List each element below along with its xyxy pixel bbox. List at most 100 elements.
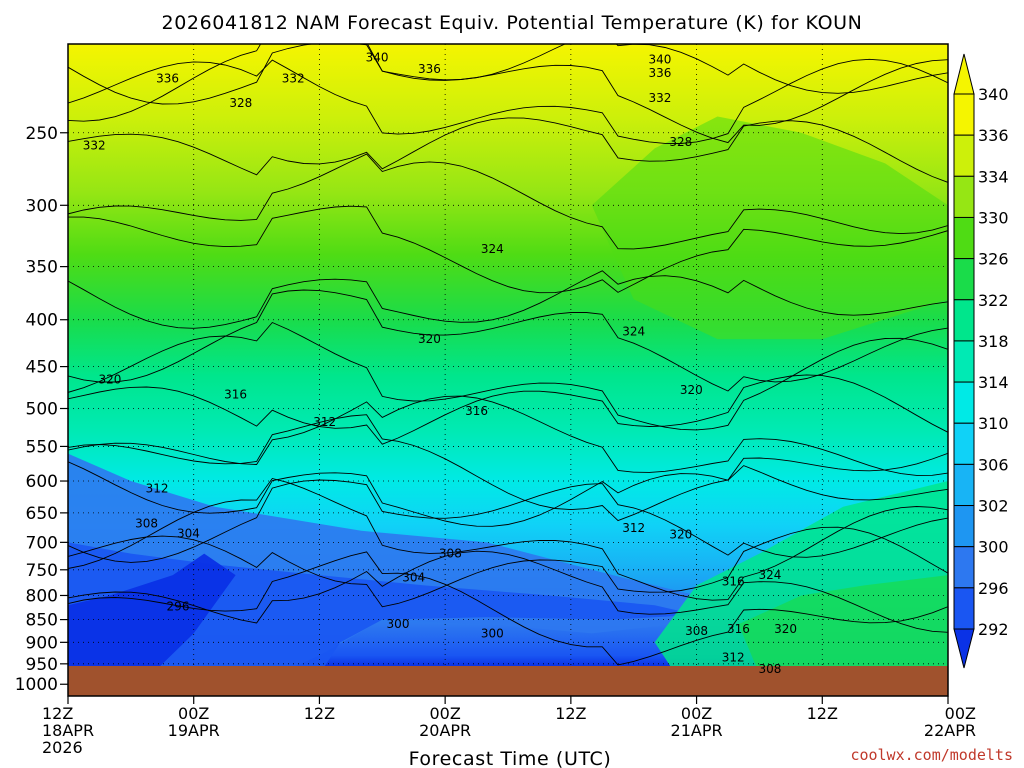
y-tick-label: 1000 bbox=[15, 675, 58, 695]
contour-label: 316 bbox=[722, 574, 745, 588]
x-axis-label: Forecast Time (UTC) bbox=[409, 748, 612, 768]
x-tick-label: 20APR bbox=[419, 721, 471, 740]
colorbar-label: 296 bbox=[978, 579, 1009, 598]
colorbar-label: 292 bbox=[978, 620, 1009, 639]
contour-line bbox=[68, 550, 948, 633]
contour-label: 308 bbox=[135, 517, 158, 531]
y-tick-label: 700 bbox=[26, 533, 58, 553]
colorbar-label: 310 bbox=[978, 414, 1009, 433]
colorbar-extend-high bbox=[953, 53, 975, 95]
contour-line bbox=[68, 153, 948, 250]
plot-frame bbox=[67, 43, 949, 697]
colorbar-swatch bbox=[953, 134, 975, 177]
y-tick-label: 900 bbox=[26, 633, 58, 653]
contour-line bbox=[68, 479, 948, 563]
colorbar-swatch bbox=[953, 216, 975, 260]
colorbar: 340 336 334 330 326 322 318 314 310 306 302 300 296 2… bbox=[953, 53, 1009, 669]
contour-line bbox=[68, 526, 948, 608]
y-tick-label: 950 bbox=[26, 655, 58, 675]
colorbar-swatch bbox=[953, 546, 975, 589]
contour-label: 324 bbox=[481, 242, 504, 256]
y-tick-label: 550 bbox=[26, 437, 58, 457]
x-tick-label: 00Z bbox=[429, 704, 460, 723]
colorbar-label: 336 bbox=[978, 126, 1009, 145]
contour-label: 336 bbox=[418, 62, 441, 76]
y-tick-label: 600 bbox=[26, 472, 58, 492]
colorbar-swatch bbox=[953, 175, 975, 218]
contour-label: 320 bbox=[774, 622, 797, 636]
contour-line bbox=[68, 58, 948, 144]
colorbar-swatch bbox=[953, 422, 975, 465]
colorbar-label: 326 bbox=[978, 250, 1009, 269]
coldest-core bbox=[68, 553, 236, 666]
contour-label: 332 bbox=[282, 71, 305, 85]
contour-label: 340 bbox=[366, 51, 389, 65]
contour-line bbox=[68, 551, 948, 666]
contour-line bbox=[68, 461, 948, 527]
colorbar-label: 334 bbox=[978, 167, 1009, 186]
colorbar-label: 300 bbox=[978, 538, 1009, 557]
x-tick-label: 21APR bbox=[671, 721, 723, 740]
x-tick-label: 00Z bbox=[178, 704, 209, 723]
contour-label: 304 bbox=[177, 527, 200, 541]
colorbar-swatch bbox=[953, 93, 975, 136]
x-tick-label: 18APR bbox=[42, 721, 94, 740]
contour-line bbox=[68, 270, 948, 329]
colorbar-label: 314 bbox=[978, 373, 1009, 392]
contour-label: 304 bbox=[402, 571, 425, 585]
y-tick-label: 400 bbox=[26, 311, 58, 331]
chart-title: 2026041812 NAM Forecast Equiv. Potential… bbox=[162, 12, 863, 34]
x-tick-label: 12Z bbox=[807, 704, 838, 723]
contour-label: 332 bbox=[648, 91, 671, 105]
contour-label: 328 bbox=[229, 96, 252, 110]
y-tick-label: 750 bbox=[26, 561, 58, 581]
contour-line bbox=[68, 414, 948, 522]
y-tick-label: 250 bbox=[26, 124, 58, 144]
contour-line bbox=[68, 205, 948, 294]
colorbar-label: 322 bbox=[978, 291, 1009, 310]
contour-label: 296 bbox=[167, 600, 190, 614]
credit-text: coolwx.com/modelts bbox=[850, 746, 1013, 764]
contour-line bbox=[68, 44, 948, 144]
colorbar-label: 330 bbox=[978, 208, 1009, 227]
colorbar-label: 302 bbox=[978, 497, 1009, 516]
contour-line bbox=[68, 374, 948, 445]
contour-label: 300 bbox=[481, 626, 504, 640]
colorbar-swatch bbox=[953, 381, 975, 424]
warm-upper-pocket bbox=[591, 116, 948, 340]
colorbar-swatch bbox=[953, 463, 975, 507]
contour-line bbox=[68, 117, 948, 183]
contour-label: 336 bbox=[648, 66, 671, 80]
contour-label: 312 bbox=[622, 521, 645, 535]
field-structure bbox=[68, 116, 948, 666]
contour-label: 300 bbox=[387, 617, 410, 631]
x-tick-label: 12Z bbox=[42, 704, 73, 723]
contour-label: 308 bbox=[758, 662, 781, 676]
y-tick-label: 850 bbox=[26, 611, 58, 631]
contour-line bbox=[68, 44, 948, 105]
contour-label: 332 bbox=[83, 138, 106, 152]
y-tick-label: 300 bbox=[26, 196, 58, 216]
colorbar-swatch bbox=[953, 505, 975, 548]
y-tick-label: 500 bbox=[26, 400, 58, 420]
colorbar-swatch bbox=[953, 258, 975, 301]
contour-label: 340 bbox=[648, 53, 671, 67]
contour-line bbox=[68, 477, 948, 601]
contour-label: 308 bbox=[685, 624, 708, 638]
contour-label: 320 bbox=[418, 332, 441, 346]
contour-label: 324 bbox=[622, 324, 645, 338]
contour-label: 312 bbox=[146, 481, 169, 495]
x-tick-label: 19APR bbox=[168, 721, 220, 740]
contour-label: 308 bbox=[439, 547, 462, 561]
x-tick-label: 2026 bbox=[42, 738, 83, 757]
contour-line bbox=[68, 321, 948, 431]
contour-label: 316 bbox=[727, 622, 750, 636]
contour-label: 320 bbox=[680, 383, 703, 397]
contour-label: 324 bbox=[758, 568, 781, 582]
contour-label: 316 bbox=[224, 388, 247, 402]
contour-line bbox=[68, 289, 948, 392]
contour-label: 336 bbox=[156, 71, 179, 85]
